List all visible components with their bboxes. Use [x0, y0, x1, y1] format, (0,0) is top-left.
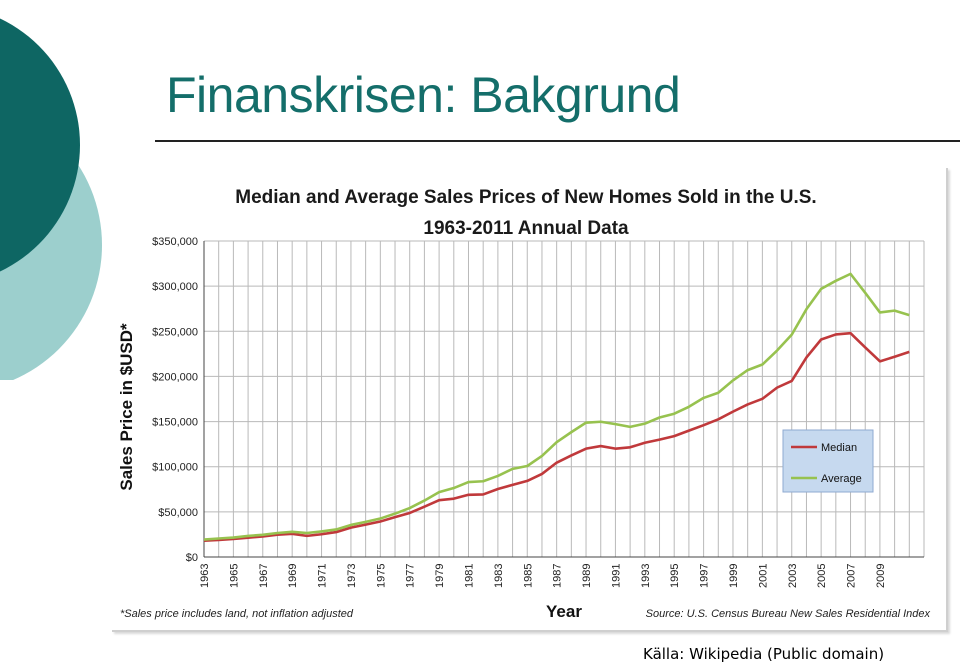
- x-tick-label: 1973: [346, 564, 358, 588]
- chart-grid: [203, 240, 925, 558]
- decorative-circles: [0, 18, 102, 380]
- series-line-average: [203, 272, 910, 541]
- legend-label-average: Average: [821, 473, 862, 485]
- y-tick-label: $0: [186, 552, 198, 564]
- x-tick-label: 2007: [846, 564, 858, 588]
- y-tick-label: $250,000: [152, 326, 198, 338]
- x-tick-label: 1989: [581, 564, 593, 588]
- x-tick-label: 1995: [669, 564, 681, 588]
- chart-subtitle: 1963-2011 Annual Data: [423, 218, 629, 239]
- y-axis-title: Sales Price in $USD*: [117, 323, 136, 491]
- chart-source: Source: U.S. Census Bureau New Sales Res…: [646, 608, 931, 620]
- y-tick-label: $300,000: [152, 281, 198, 293]
- y-axis-ticks: $0 $50,000 $100,000 $150,000 $200,000 $250,00…: [152, 236, 198, 564]
- x-tick-label: 2003: [787, 564, 799, 588]
- legend-box: [782, 429, 874, 493]
- chart-title: Median and Average Sales Prices of New H…: [235, 187, 816, 208]
- y-tick-label: $200,000: [152, 371, 198, 383]
- chart-series: [203, 272, 910, 543]
- slide-title: Finanskrisen: Bakgrund: [166, 67, 681, 123]
- x-tick-label: 1971: [317, 564, 329, 588]
- x-tick-label: 1987: [552, 564, 564, 588]
- x-tick-label: 2001: [757, 564, 769, 588]
- legend-label-median: Median: [821, 442, 857, 454]
- x-tick-label: 1977: [405, 564, 417, 588]
- decorative-circle-dark: [0, 18, 80, 272]
- x-tick-label: 1979: [434, 564, 446, 588]
- line-chart: Median and Average Sales Prices of New H…: [117, 187, 931, 621]
- x-axis-ticks: 1963 1965 1967 1969 1971 1973 1975 1977 1979 1981…: [199, 564, 887, 588]
- chart-legend: Median Average: [782, 429, 874, 493]
- x-tick-label: 1975: [375, 564, 387, 588]
- x-tick-label: 2009: [875, 564, 887, 588]
- y-tick-label: $350,000: [152, 236, 198, 248]
- x-tick-label: 1983: [493, 564, 505, 588]
- x-tick-label: 1991: [610, 564, 622, 588]
- y-tick-label: $150,000: [152, 417, 198, 429]
- x-tick-label: 1993: [640, 564, 652, 588]
- x-tick-label: 1997: [699, 564, 711, 588]
- title-divider: [155, 140, 960, 142]
- x-axis-title: Year: [546, 602, 582, 621]
- y-tick-label: $100,000: [152, 462, 198, 474]
- y-tick-label: $50,000: [158, 507, 198, 519]
- x-tick-label: 1981: [463, 564, 475, 588]
- x-tick-label: 1965: [228, 564, 240, 588]
- x-tick-label: 1985: [522, 564, 534, 588]
- x-tick-label: 2005: [816, 564, 828, 588]
- series-line-median: [203, 331, 910, 543]
- x-tick-label: 1967: [258, 564, 270, 588]
- x-tick-label: 1999: [728, 564, 740, 588]
- source-credit: Källa: Wikipedia (Public domain): [643, 645, 885, 663]
- chart-image: Median and Average Sales Prices of New H…: [112, 168, 948, 632]
- x-tick-label: 1969: [287, 564, 299, 588]
- x-tick-label: 1963: [199, 564, 211, 588]
- chart-footnote: *Sales price includes land, not inflatio…: [120, 608, 354, 620]
